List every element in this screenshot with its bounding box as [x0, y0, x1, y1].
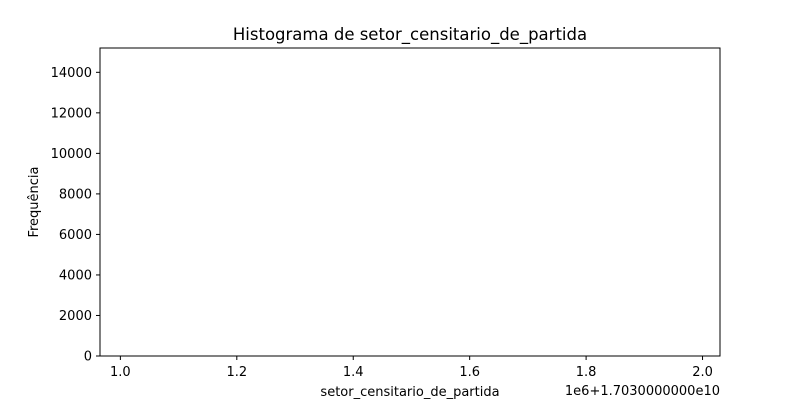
y-tick-label: 14000	[51, 66, 92, 81]
x-tick-label: 1.2	[226, 365, 247, 380]
x-tick-label: 2.0	[692, 365, 713, 380]
y-tick-label: 8000	[59, 187, 92, 202]
y-tick-label: 2000	[59, 309, 92, 324]
chart-title: Histograma de setor_censitario_de_partid…	[233, 25, 587, 45]
x-axis-offset-label: 1e6+1.7030000000e10	[565, 384, 720, 399]
y-tick-label: 10000	[51, 147, 92, 162]
x-tick-label: 1.6	[459, 365, 480, 380]
x-axis-title: setor_censitario_de_partida	[320, 385, 499, 400]
plot-frame	[99, 47, 721, 357]
x-axis-ticks: 1.0 1.2 1.4 1.6 1.8 2.0	[110, 356, 713, 380]
y-axis-title: Frequência	[27, 166, 42, 237]
y-tick-label: 0	[84, 350, 92, 365]
x-tick-label: 1.0	[110, 365, 131, 380]
x-tick-label: 1.8	[576, 365, 597, 380]
y-tick-label: 4000	[59, 268, 92, 283]
y-tick-label: 6000	[59, 228, 92, 243]
y-axis-ticks: 0 2000 4000 6000 8000 10000 12000 14000	[51, 66, 100, 365]
x-tick-label: 1.4	[343, 365, 364, 380]
y-tick-label: 12000	[51, 106, 92, 121]
